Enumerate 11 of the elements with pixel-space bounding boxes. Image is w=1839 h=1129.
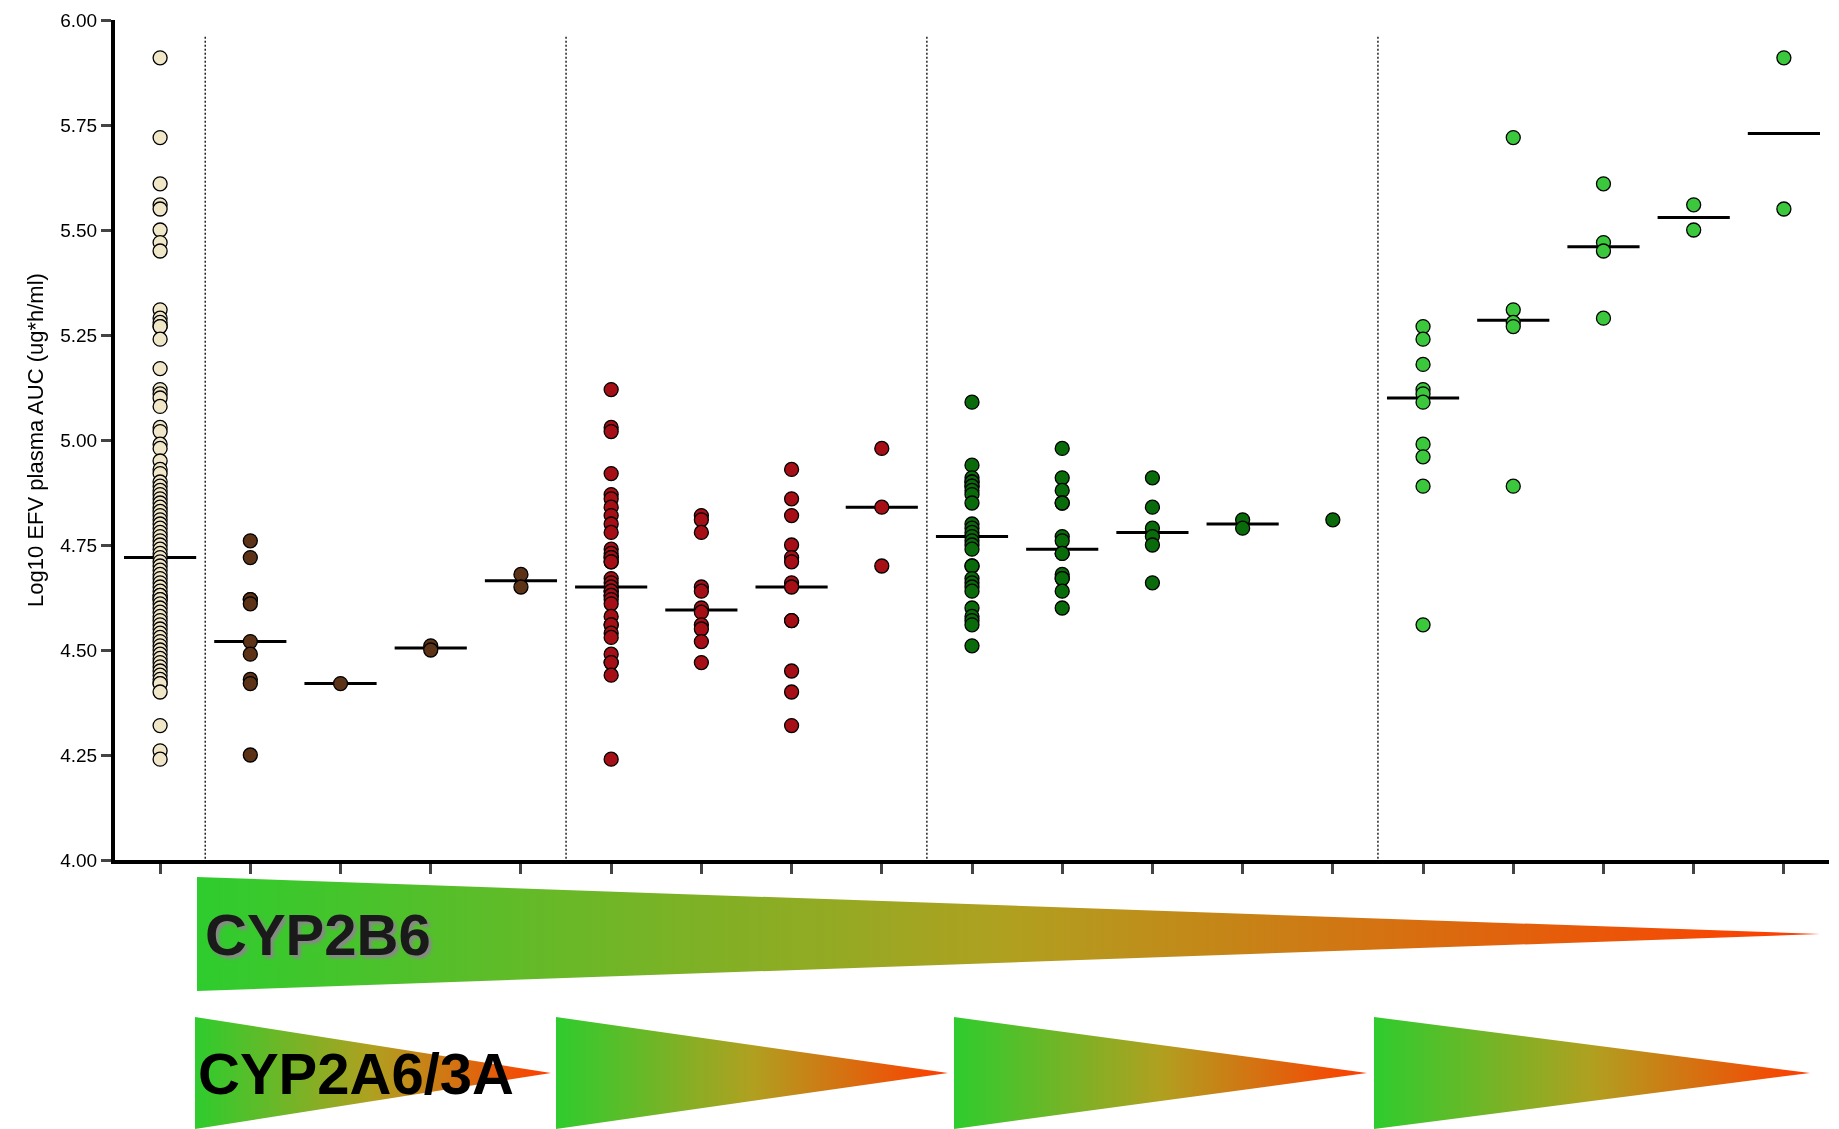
y-tick-label: 6.00: [60, 9, 98, 31]
y-tick-label: 5.50: [60, 219, 98, 241]
y-tick-label: 4.50: [60, 639, 98, 661]
text: CYP2B6: [205, 901, 431, 967]
y-tick-label: 5.25: [60, 324, 98, 346]
y-tick-label: 4.00: [60, 849, 98, 871]
y-tick-label: 5.00: [60, 429, 98, 451]
y-axis-title: Log10 EFV plasma AUC (ug*h/ml): [22, 273, 48, 607]
y-tick-label: 5.75: [60, 114, 98, 136]
y-tick-label: 4.75: [60, 534, 98, 556]
y-tick-label: 4.25: [60, 744, 98, 766]
